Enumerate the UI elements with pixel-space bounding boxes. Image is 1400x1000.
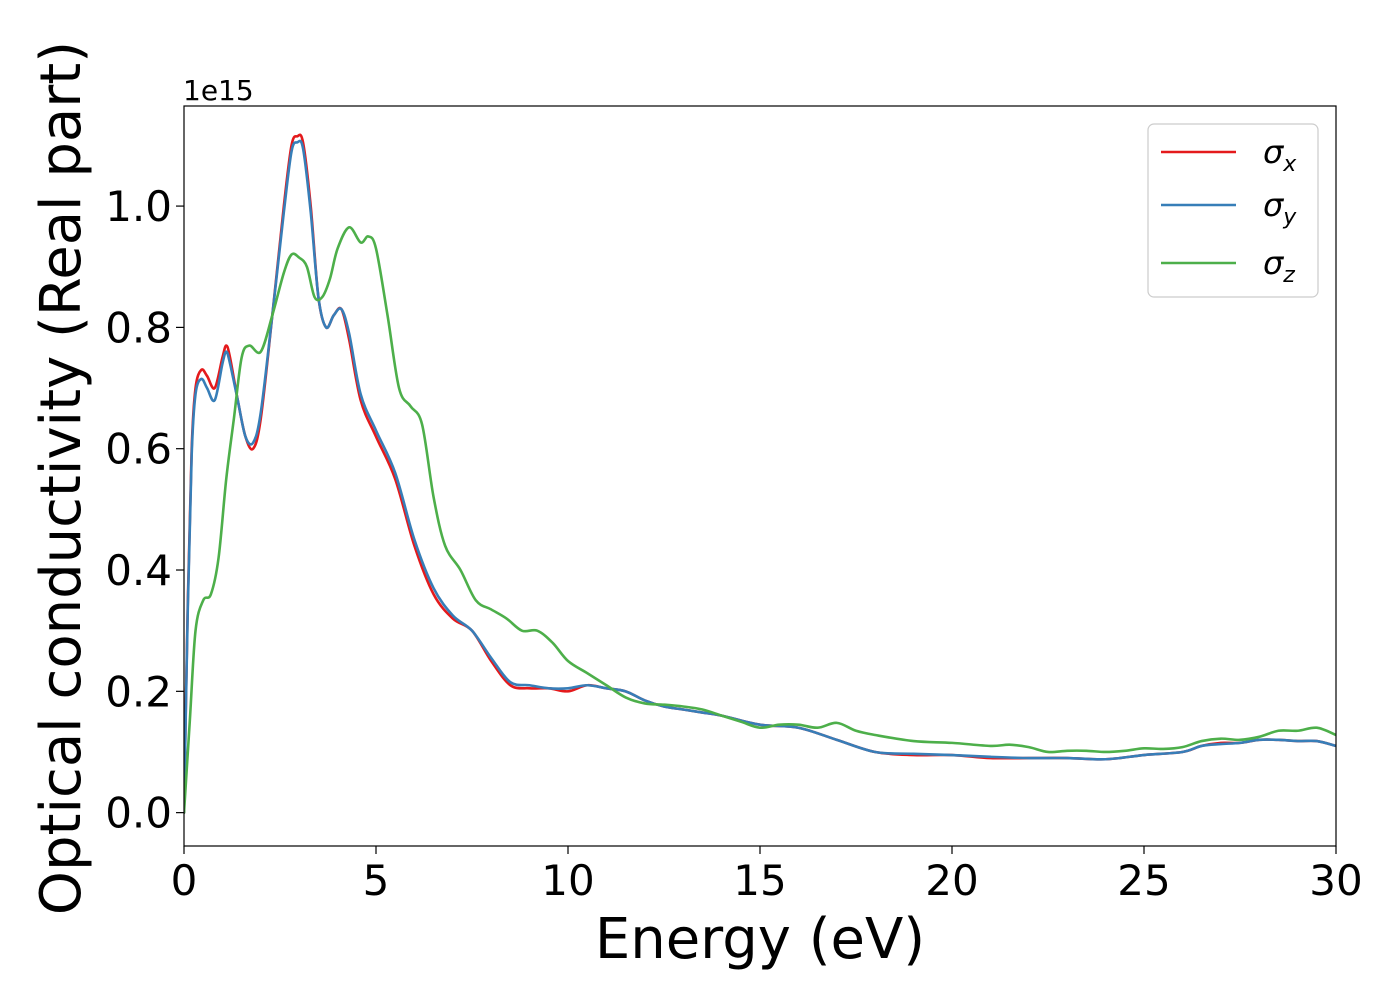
x-tick-label: 5 <box>363 856 390 905</box>
y-tick-label: 0.8 <box>105 303 172 352</box>
y-offset-text: 1e15 <box>183 74 254 107</box>
x-tick-label: 10 <box>541 856 594 905</box>
y-tick-label: 0.6 <box>105 425 172 474</box>
legend-box <box>1147 123 1319 298</box>
legend-label-z: σz <box>1263 244 1295 288</box>
x-tick-label: 20 <box>925 856 978 905</box>
plot-area <box>184 133 1336 814</box>
x-tick-label: 30 <box>1309 856 1362 905</box>
y-tick-label: 0.2 <box>105 667 172 716</box>
x-axis-title: Energy (eV) <box>595 907 925 972</box>
axis-ticks: 0 5 10 15 20 25 30 0.0 0.2 0.4 0.6 0.8 1.0 <box>105 182 1363 905</box>
x-tick-label: 0 <box>171 856 198 905</box>
legend-label-y: σy <box>1263 186 1297 230</box>
legend-label-x: σx <box>1263 133 1297 177</box>
legend: σx σy σz <box>1147 123 1319 298</box>
y-axis-title: Optical conductivity (Real part) <box>29 41 94 915</box>
series-line-z <box>184 226 1336 814</box>
x-tick-label: 25 <box>1117 856 1170 905</box>
y-tick-label: 0.4 <box>105 546 172 595</box>
y-tick-label: 1.0 <box>105 182 172 231</box>
legend-entries: σx σy σz <box>1161 133 1297 288</box>
y-tick-label: 0.0 <box>105 789 172 838</box>
x-tick-label: 15 <box>733 856 786 905</box>
